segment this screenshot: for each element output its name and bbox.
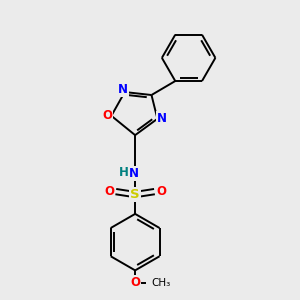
Text: CH₃: CH₃ [152,278,171,288]
Text: O: O [104,185,114,198]
Text: S: S [130,188,140,201]
Text: O: O [102,109,112,122]
Text: N: N [118,82,128,96]
Text: O: O [156,185,166,198]
Text: O: O [130,276,140,290]
Text: N: N [129,167,139,180]
Text: H: H [119,166,129,179]
Text: N: N [157,112,167,125]
